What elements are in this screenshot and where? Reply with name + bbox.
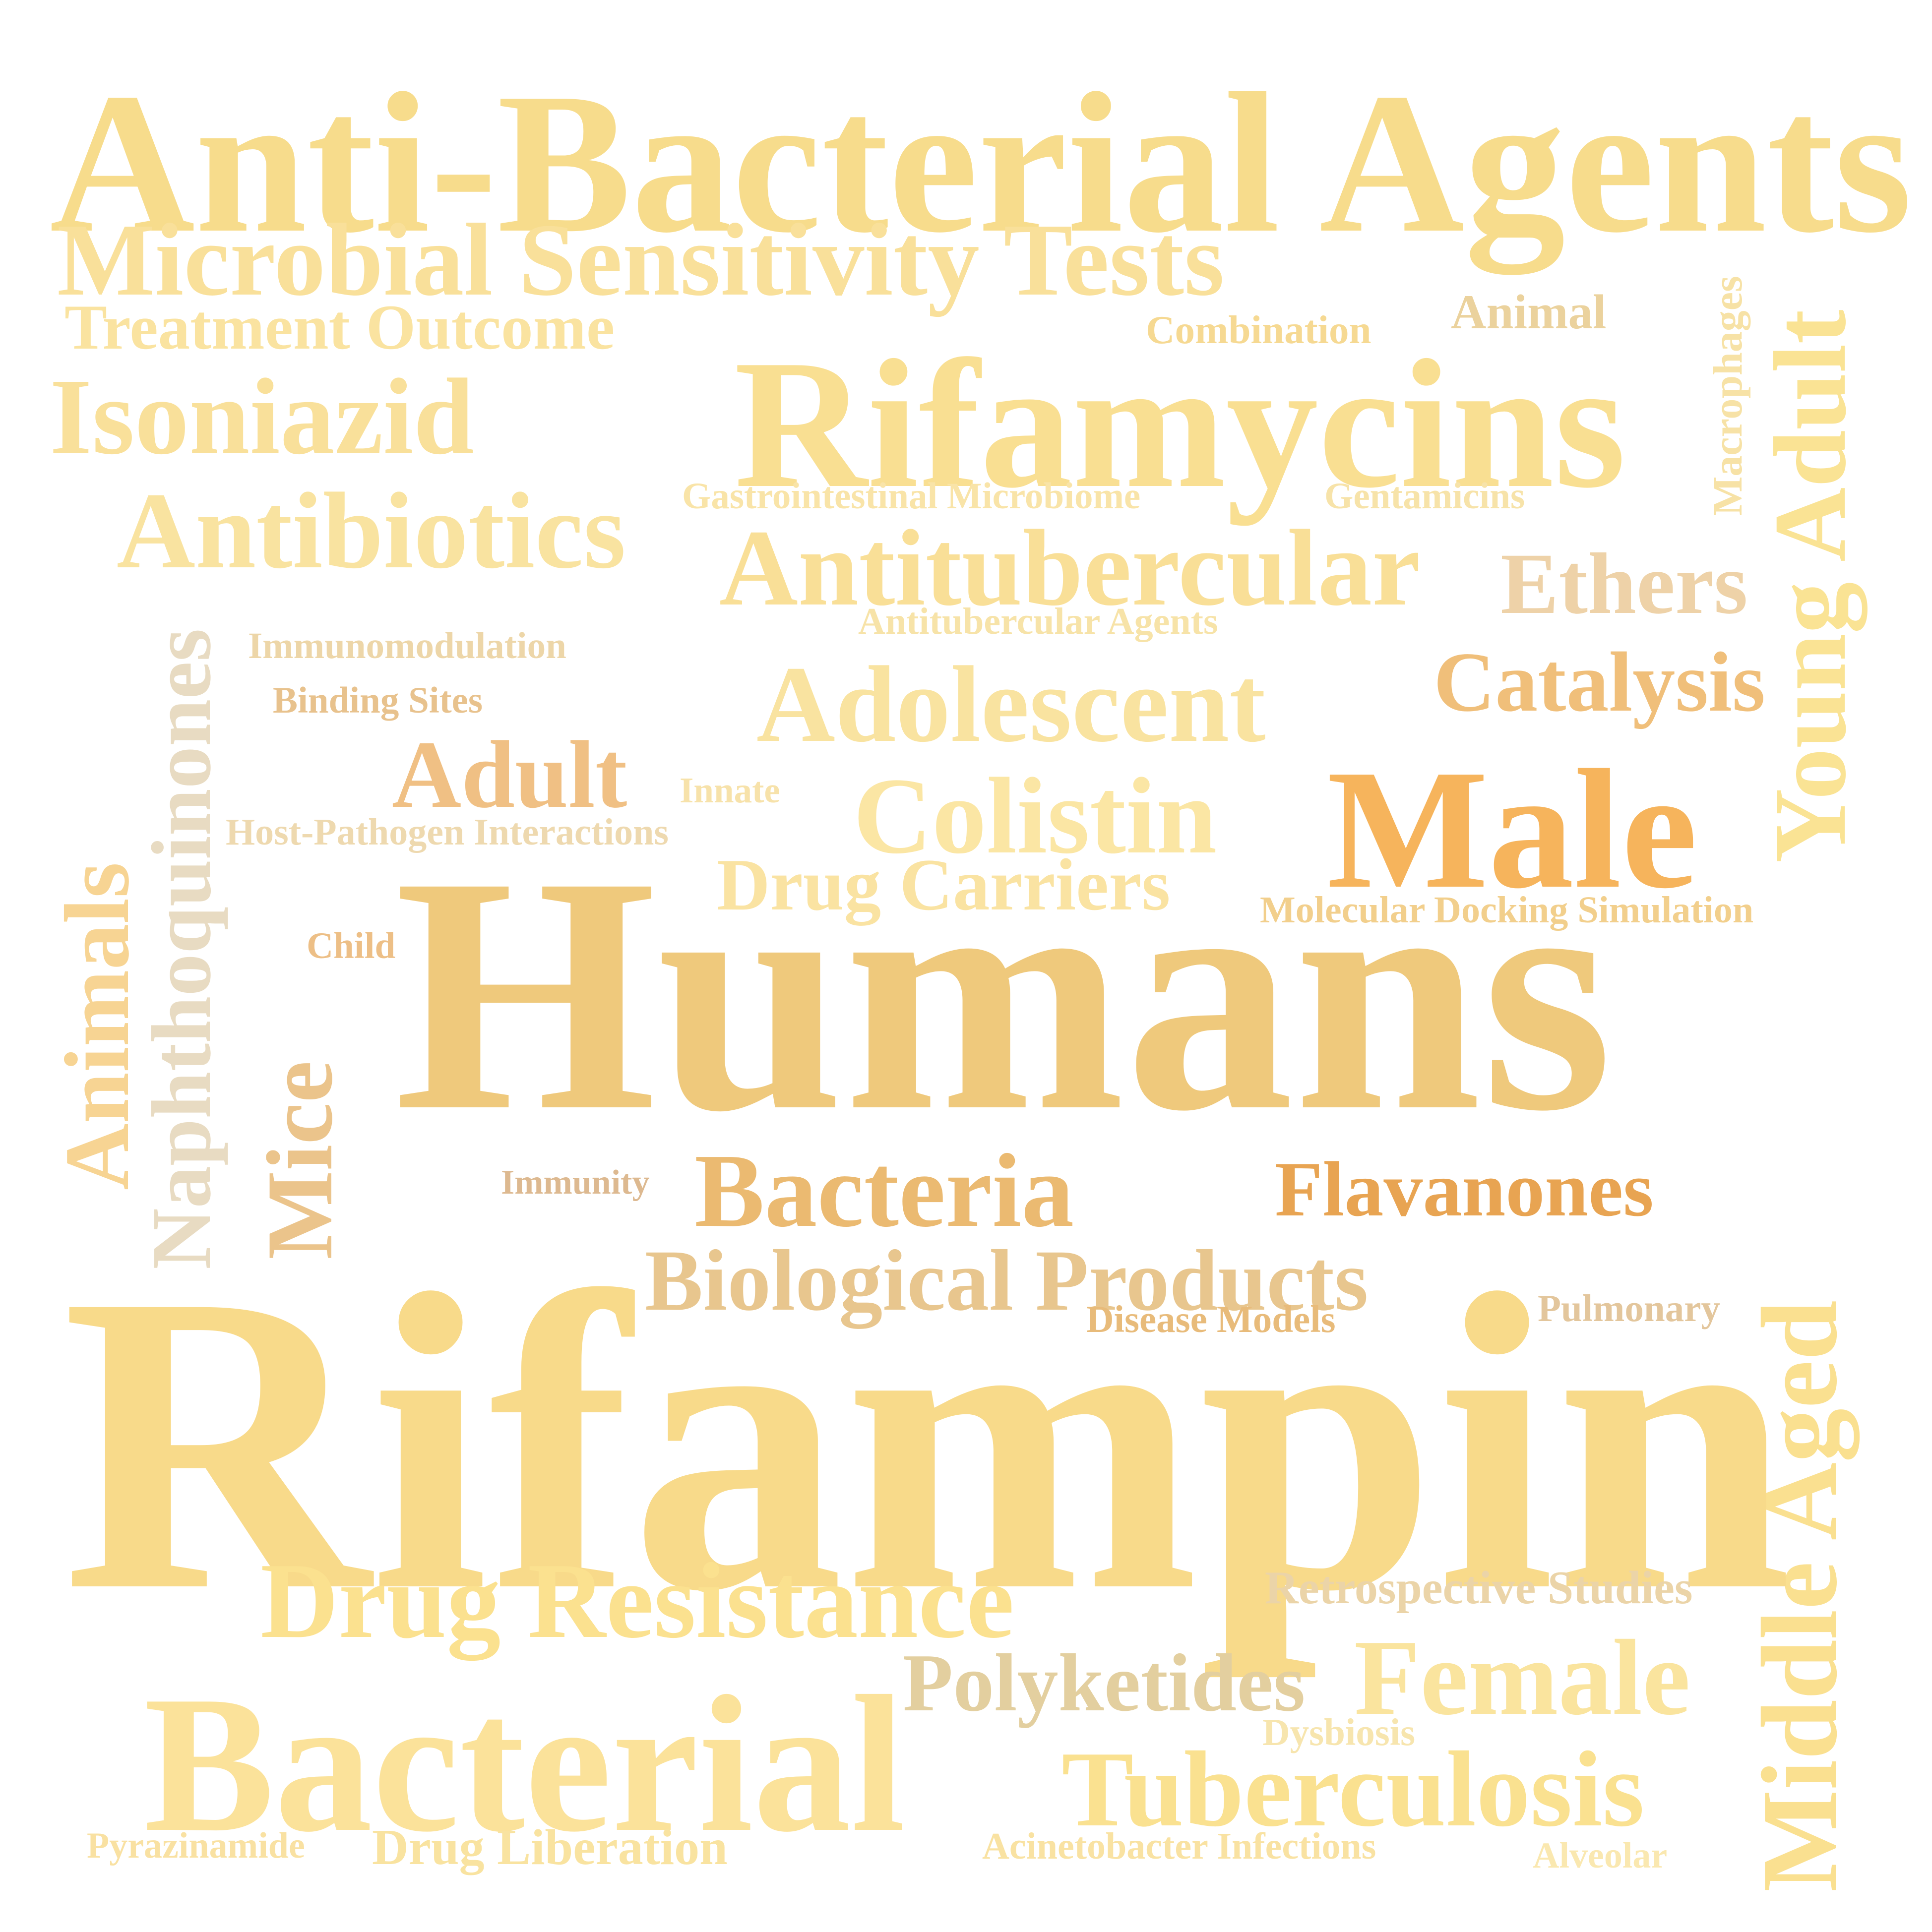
word-pyrazinamide: Pyrazinamide xyxy=(87,1825,305,1866)
word-combination: Combination xyxy=(1146,307,1371,352)
word-child: Child xyxy=(307,925,396,966)
word-adult: Adult xyxy=(392,721,627,828)
word-ethers: Ethers xyxy=(1500,536,1748,632)
word-bacteria: Bacteria xyxy=(694,1132,1074,1249)
word-male: Male xyxy=(1327,734,1698,924)
word-molecular-docking-simulation: Molecular Docking Simulation xyxy=(1260,889,1754,931)
word-drug-resistance: Drug Resistance xyxy=(260,1541,1014,1661)
word-microbial-sensitivity-tests: Microbial Sensitivity Tests xyxy=(57,203,1225,317)
word-drug-carriers: Drug Carriers xyxy=(717,844,1171,926)
word-naphthoquinones: Naphthoquinones xyxy=(134,628,228,1269)
word-macrophages: Macrophages xyxy=(1705,276,1751,516)
word-animals: Animals xyxy=(46,862,148,1190)
word-acinetobacter-infections: Acinetobacter Infections xyxy=(982,1825,1376,1867)
word-young-adult: Young Adult xyxy=(1753,309,1867,863)
word-antitubercular-agents: Antitubercular Agents xyxy=(858,601,1218,642)
word-alveolar: Alveolar xyxy=(1533,1835,1668,1876)
word-immunomodulation: Immunomodulation xyxy=(248,625,566,666)
word-isoniazid: Isoniazid xyxy=(50,356,474,477)
word-antibiotics: Antibiotics xyxy=(117,470,626,591)
word-disease-models: Disease Models xyxy=(1086,1298,1336,1340)
word-anti-bacterial-agents: Anti-Bacterial Agents xyxy=(50,51,1912,274)
word-dysbiosis: Dysbiosis xyxy=(1262,1711,1416,1753)
word-gentamicins: Gentamicins xyxy=(1324,476,1525,517)
word-biological-products: Biological Products xyxy=(645,1232,1369,1329)
word-retrospective-studies: Retrospective Studies xyxy=(1265,1562,1693,1614)
word-polyketides: Polyketides xyxy=(903,1637,1306,1728)
word-colistin: Colistin xyxy=(853,755,1217,876)
word-catalysis: Catalysis xyxy=(1433,635,1765,729)
word-pulmonary: Pulmonary xyxy=(1538,1287,1720,1329)
word-antitubercular: Antitubercular xyxy=(719,507,1421,628)
word-adolescent: Adolescent xyxy=(756,644,1266,765)
word-immunity: Immunity xyxy=(501,1163,650,1202)
word-gastrointestinal-microbiome: Gastrointestinal Microbiome xyxy=(682,476,1141,517)
word-innate: Innate xyxy=(680,770,780,810)
word-female: Female xyxy=(1354,1618,1690,1738)
word-bacterial: Bacterial xyxy=(144,1656,906,1872)
word-binding-sites: Binding Sites xyxy=(273,680,483,721)
word-rifampin: Rifampin xyxy=(62,1207,1793,1679)
word-flavanones: Flavanones xyxy=(1275,1146,1654,1233)
word-treatment-outcome: Treatment Outcome xyxy=(64,292,615,362)
word-rifamycins: Rifamycins xyxy=(734,322,1626,526)
word-animal: Animal xyxy=(1451,285,1607,339)
word-host-pathogen-interactions: Host-Pathogen Interactions xyxy=(226,811,669,853)
word-tuberculosis: Tuberculosis xyxy=(1061,1730,1645,1849)
word-humans: Humans xyxy=(394,807,1613,1181)
word-drug-liberation: Drug Liberation xyxy=(372,1819,728,1875)
